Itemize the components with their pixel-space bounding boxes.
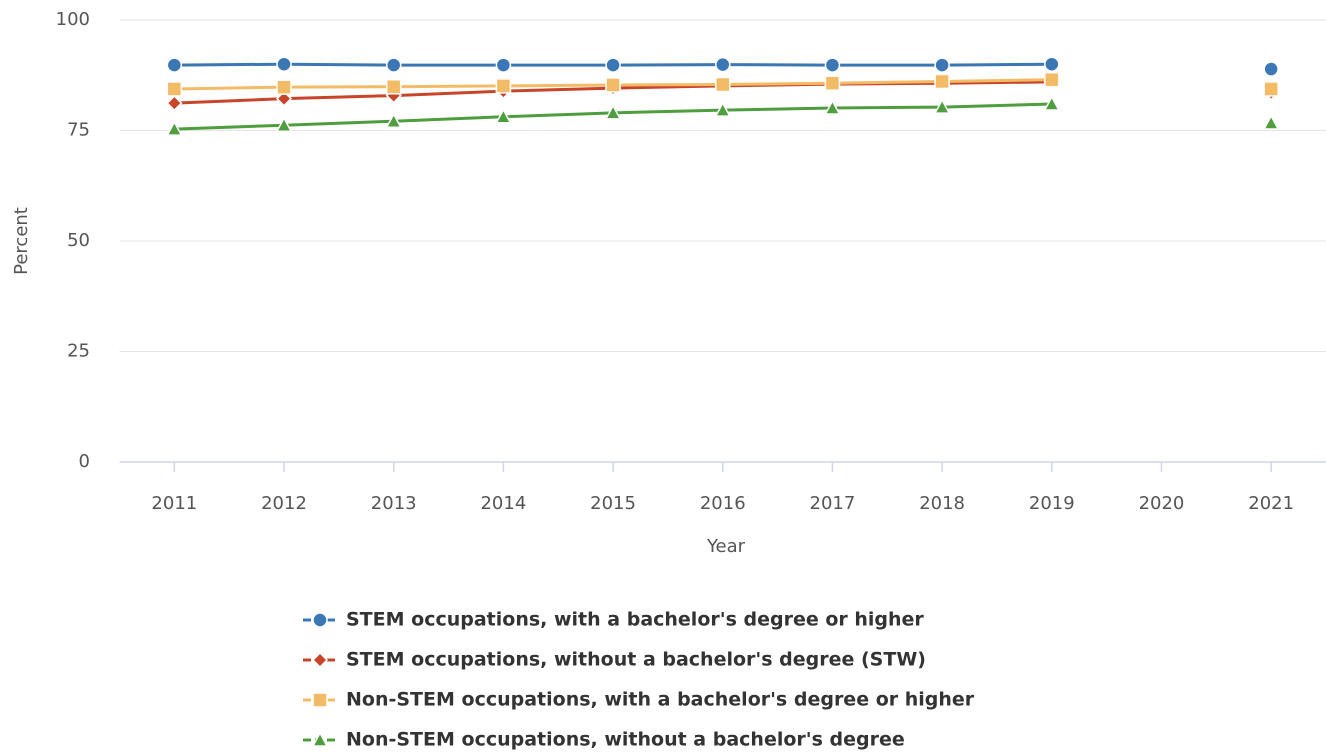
marker [166,95,183,112]
legend-label: STEM occupations, with a bachelor's degr… [346,609,924,631]
legend-item: STEM occupations, with a bachelor's degr… [303,609,924,631]
marker [312,692,328,708]
marker [715,56,731,73]
x-tick-label: 2021 [1248,493,1294,514]
marker [934,57,950,73]
legend-item: Non-STEM occupations, with a bachelor's … [303,689,975,711]
marker [605,77,621,93]
marker [275,90,293,107]
legend-item: STEM occupations, without a bachelor's d… [303,649,926,671]
marker [824,57,841,73]
x-tick-label: 2011 [151,493,197,514]
marker [166,120,183,136]
marker [385,78,402,95]
marker [311,731,329,747]
marker [824,99,841,115]
legend-item: Non-STEM occupations, without a bachelor… [303,729,905,751]
marker [276,56,292,72]
legend-label: STEM occupations, without a bachelor's d… [346,649,926,671]
marker [1043,95,1061,111]
y-tick-label: 50 [67,230,90,251]
y-tick-label: 75 [67,120,90,141]
legend-label: Non-STEM occupations, with a bachelor's … [346,689,975,711]
marker [166,57,183,73]
marker [604,104,622,120]
marker [933,98,951,114]
marker [385,112,402,128]
marker [1044,71,1060,88]
marker [166,81,183,97]
y-tick-label: 25 [67,341,90,362]
marker [311,651,329,669]
marker [312,612,328,628]
marker [715,76,731,93]
x-tick-label: 2020 [1139,493,1185,514]
marker [275,116,293,132]
marker [385,57,402,73]
marker [495,108,512,124]
x-axis-label: Year [706,536,746,557]
marker [495,78,512,94]
marker [714,101,732,117]
marker [495,57,512,73]
marker [934,73,950,90]
x-tick-label: 2017 [810,493,856,514]
marker [1263,81,1279,97]
x-tick-label: 2019 [1029,493,1075,514]
x-tick-label: 2013 [371,493,417,514]
marker [1262,114,1280,130]
x-tick-label: 2012 [261,493,307,514]
legend-label: Non-STEM occupations, without a bachelor… [346,729,905,751]
marker [276,79,292,95]
marker [1044,56,1060,72]
x-tick-label: 2015 [590,493,636,514]
marker [605,57,621,73]
y-axis-label: Percent [11,207,32,275]
marker [824,75,841,91]
x-tick-label: 2016 [700,493,746,514]
y-tick-label: 0 [79,451,90,472]
y-tick-label: 100 [56,9,90,30]
marker [1263,61,1279,77]
x-tick-label: 2018 [919,493,965,514]
x-tick-label: 2014 [480,493,526,514]
